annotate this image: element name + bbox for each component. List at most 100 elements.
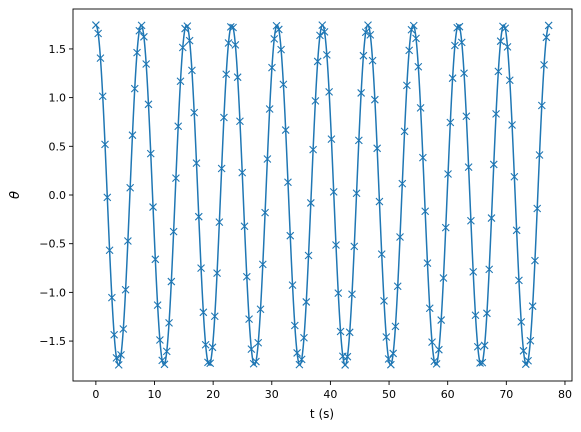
x-axis-label: t (s) <box>310 407 334 421</box>
data-point <box>304 251 313 260</box>
data-point <box>524 356 532 365</box>
data-point <box>103 193 112 202</box>
data-point <box>542 33 551 42</box>
data-point <box>435 345 443 354</box>
data-point <box>128 131 137 140</box>
data-point <box>489 160 498 169</box>
data-point <box>508 121 516 129</box>
data-point <box>183 22 192 31</box>
data-point <box>210 312 219 321</box>
data-point <box>112 354 121 362</box>
data-point <box>327 135 336 143</box>
series-line <box>95 24 550 366</box>
data-point <box>238 168 247 177</box>
data-point <box>437 316 446 324</box>
data-point <box>130 84 139 93</box>
data-point <box>158 356 167 365</box>
data-point <box>270 35 279 43</box>
x-tick-label: 80 <box>558 388 572 401</box>
data-point <box>464 163 473 172</box>
data-point <box>332 241 340 249</box>
data-point <box>441 223 450 232</box>
data-point <box>350 242 359 251</box>
data-point <box>174 122 183 131</box>
x-tick-label: 10 <box>148 388 162 401</box>
data-point <box>368 56 377 65</box>
data-point <box>448 74 457 83</box>
data-point <box>233 73 242 82</box>
data-point <box>528 302 537 311</box>
data-point <box>521 360 530 369</box>
data-point <box>281 126 290 134</box>
data-point <box>322 51 331 59</box>
data-point <box>222 70 231 79</box>
data-point <box>478 358 487 367</box>
data-point <box>409 21 418 30</box>
data-point <box>96 54 105 62</box>
data-point <box>242 272 251 281</box>
data-point <box>256 305 265 314</box>
data-point <box>469 267 478 276</box>
data-point <box>297 355 306 364</box>
x-tick-label: 70 <box>499 388 513 401</box>
data-point <box>119 325 128 333</box>
data-point <box>213 269 221 277</box>
x-tick-label: 60 <box>441 388 455 401</box>
data-point <box>167 277 176 286</box>
data-point <box>535 151 544 159</box>
y-axis-label: θ <box>8 191 23 199</box>
data-point <box>446 118 455 127</box>
data-point <box>540 61 548 69</box>
data-point <box>94 29 103 38</box>
data-point <box>236 117 244 126</box>
data-point <box>110 330 119 339</box>
data-point <box>357 89 366 97</box>
data-point <box>421 207 430 216</box>
data-point <box>476 359 484 367</box>
data-point <box>391 322 400 331</box>
data-point <box>197 264 205 273</box>
data-point <box>288 281 297 289</box>
data-point <box>306 199 315 207</box>
data-point <box>277 45 285 54</box>
data-point <box>302 298 311 306</box>
data-point <box>496 37 505 46</box>
data-point <box>531 256 539 265</box>
data-point <box>334 289 343 298</box>
y-tick-label: 1.0 <box>49 92 67 105</box>
data-point <box>373 144 382 153</box>
data-point <box>386 360 395 369</box>
x-tick-label: 0 <box>92 388 99 401</box>
data-point <box>375 197 384 206</box>
data-point <box>492 109 500 118</box>
data-point <box>462 112 471 121</box>
data-point <box>172 174 180 182</box>
data-point <box>156 336 164 344</box>
data-point <box>361 28 370 37</box>
data-point <box>526 336 535 345</box>
data-point <box>451 41 459 50</box>
data-point <box>318 21 327 30</box>
data-point <box>505 76 514 85</box>
data-point <box>370 95 379 104</box>
data-point <box>149 203 157 211</box>
data-point <box>402 81 411 90</box>
data-point <box>457 38 466 47</box>
data-point <box>359 51 368 60</box>
data-point <box>247 345 256 354</box>
data-point <box>206 359 215 368</box>
data-point <box>416 103 425 112</box>
axes: 0 10 20 30 40 50 60 70 80 −1.5 −1.0 −0.5 0.0 0.5 1.0 1.… <box>39 8 573 401</box>
y-tick-label: −0.5 <box>39 238 66 251</box>
data-point <box>311 96 320 105</box>
data-point <box>389 349 398 358</box>
data-point <box>485 265 494 274</box>
data-point <box>329 188 338 196</box>
data-point <box>258 260 267 269</box>
y-tick-label: 0.5 <box>49 140 67 153</box>
y-tick-label: 1.5 <box>49 43 67 56</box>
plot-frame <box>72 8 573 382</box>
data-point <box>348 290 356 299</box>
data-point <box>133 48 141 57</box>
